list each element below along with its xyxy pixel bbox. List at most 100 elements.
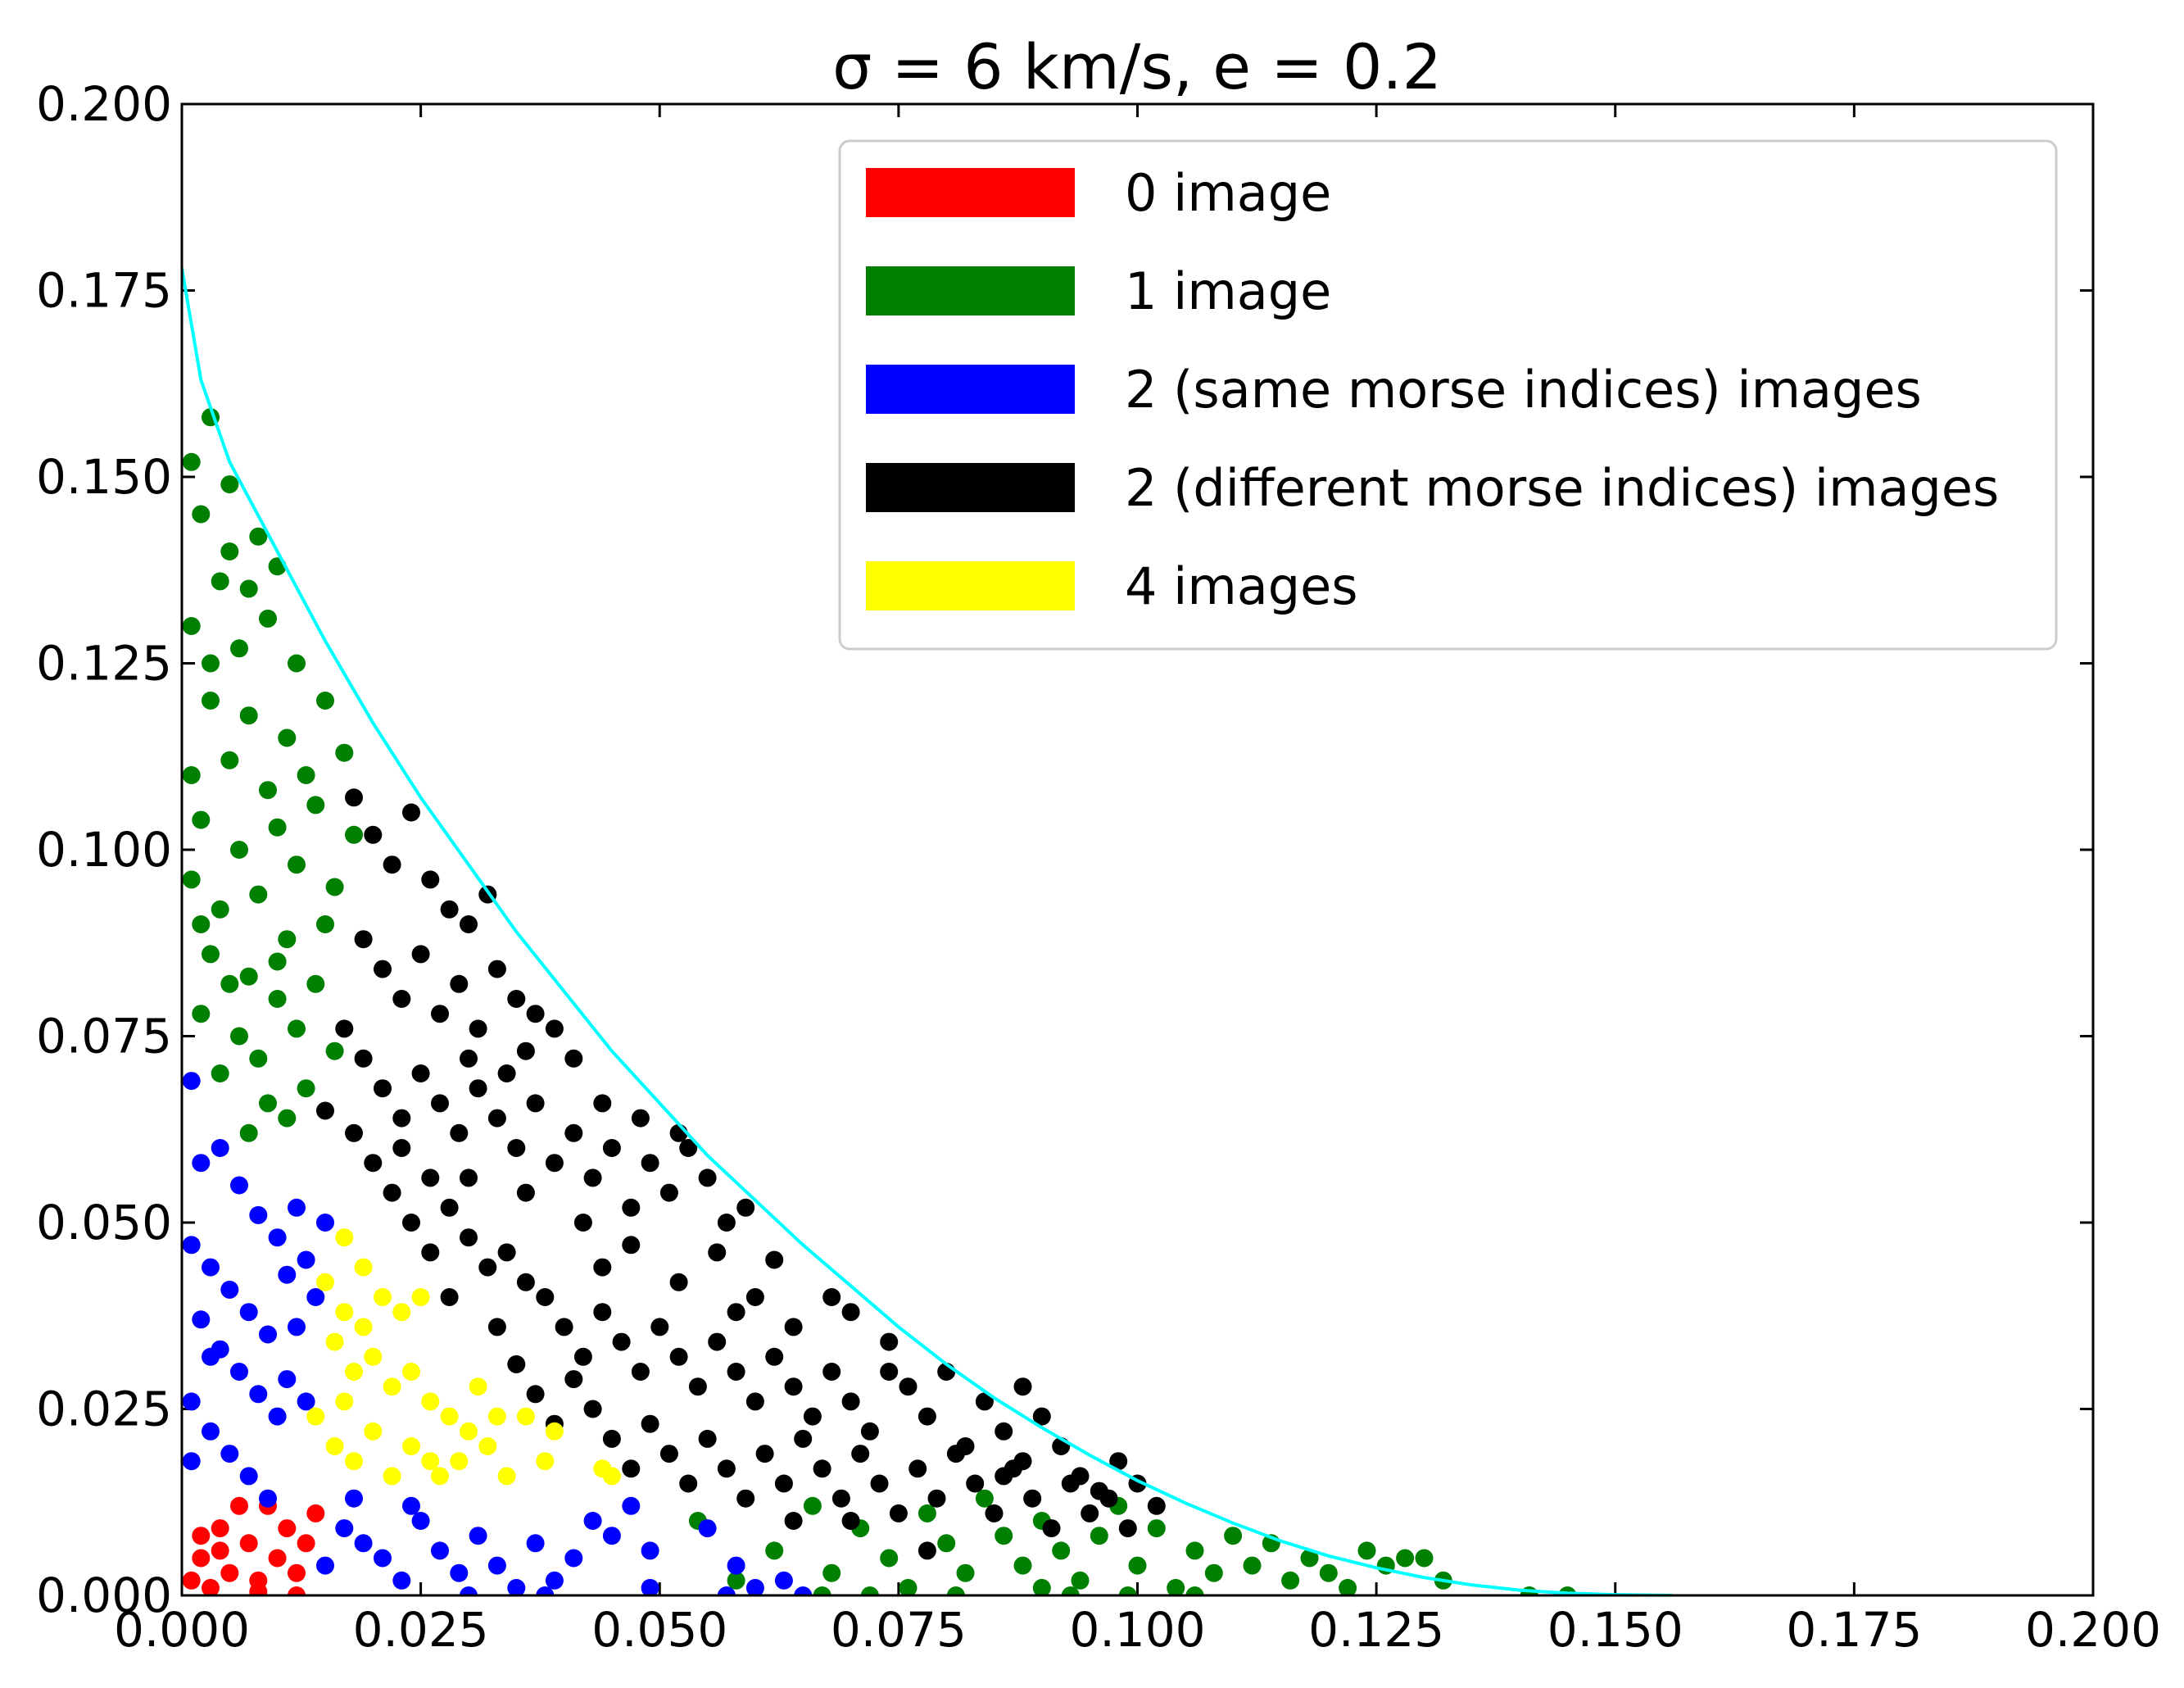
y-tick-label: 0.175 [36, 263, 172, 319]
data-point [1281, 1571, 1300, 1590]
data-point [297, 1392, 315, 1411]
data-point [354, 1534, 373, 1553]
data-point [573, 1214, 592, 1232]
data-point [259, 1094, 277, 1113]
data-point [803, 1496, 822, 1515]
data-point [1300, 1549, 1319, 1568]
data-point [460, 1228, 478, 1247]
legend: 0 image 1 image 2 (same morse indices) ima… [838, 139, 2058, 651]
data-point [450, 974, 469, 993]
data-point [450, 1563, 469, 1582]
data-point [918, 1541, 936, 1560]
data-point [1109, 1452, 1128, 1471]
data-point [374, 960, 392, 978]
data-point [239, 579, 258, 598]
data-point [727, 1556, 745, 1575]
data-point [1118, 1519, 1137, 1538]
data-point [288, 855, 306, 874]
data-point [1118, 1586, 1137, 1595]
data-point [1023, 1489, 1042, 1508]
data-point [364, 825, 383, 844]
data-point [230, 1027, 248, 1046]
data-point [1061, 1474, 1080, 1493]
x-tick-label: 0.150 [1547, 1602, 1683, 1658]
data-point [593, 1303, 612, 1322]
plot-frame [180, 102, 2095, 1597]
data-point [841, 1512, 860, 1530]
data-point [249, 1205, 268, 1224]
data-point [918, 1407, 936, 1426]
data-point [239, 967, 258, 986]
data-point [1224, 1527, 1243, 1545]
data-point [421, 1168, 440, 1187]
series-0 [182, 1496, 325, 1595]
data-point [526, 1005, 545, 1023]
data-point [555, 1318, 573, 1336]
data-point [813, 1459, 831, 1478]
data-point [278, 1370, 297, 1389]
data-point [669, 1347, 688, 1366]
data-point [421, 1392, 440, 1411]
data-point [708, 1332, 727, 1351]
x-tick-label: 0.075 [831, 1602, 967, 1658]
data-point [545, 1154, 564, 1173]
data-point [669, 1273, 688, 1291]
data-point [478, 1258, 497, 1277]
data-point [316, 1556, 334, 1575]
data-point [297, 1534, 315, 1553]
data-point [374, 1549, 392, 1568]
data-point [259, 1325, 277, 1344]
data-point [545, 1019, 564, 1038]
data-point [325, 1332, 344, 1351]
data-point [182, 870, 201, 889]
data-point [268, 818, 287, 837]
data-point [813, 1586, 831, 1595]
data-point [364, 1347, 383, 1366]
data-point [345, 825, 363, 844]
data-point [268, 1549, 287, 1568]
data-point [1415, 1549, 1434, 1568]
data-point [202, 1422, 220, 1441]
data-point [278, 1109, 297, 1128]
data-point [784, 1377, 803, 1396]
data-point [392, 990, 411, 1008]
data-point [745, 1288, 764, 1306]
data-point [460, 1422, 478, 1441]
data-point [220, 475, 239, 494]
data-point [745, 1578, 764, 1595]
data-point [249, 885, 268, 904]
data-point [192, 1310, 211, 1329]
data-point [288, 654, 306, 673]
data-point [564, 1123, 583, 1142]
data-point [794, 1586, 813, 1595]
data-point [784, 1318, 803, 1336]
data-point [220, 1445, 239, 1463]
data-point [335, 1303, 354, 1322]
x-tick-labels: 0.000 0.025 0.050 0.075 0.100 0.125 0.150 0.175… [114, 1602, 2161, 1658]
data-point [383, 1467, 401, 1486]
data-point [383, 855, 401, 874]
data-point [717, 1459, 736, 1478]
data-point [211, 572, 229, 591]
data-point [622, 1198, 641, 1217]
data-point [822, 1288, 841, 1306]
data-point [182, 617, 201, 635]
data-point [765, 1541, 784, 1560]
data-point [507, 990, 526, 1008]
data-point [230, 1176, 248, 1195]
data-point [354, 1258, 373, 1277]
data-point [268, 990, 287, 1008]
data-point [708, 1243, 727, 1262]
data-point [192, 1527, 211, 1545]
data-point [659, 1183, 678, 1202]
data-point [182, 1072, 201, 1091]
data-point [698, 1519, 717, 1538]
data-point [889, 1504, 908, 1522]
y-tick-label: 0.025 [36, 1382, 172, 1437]
data-point [1147, 1519, 1166, 1538]
data-point [182, 1392, 201, 1411]
data-point [431, 1094, 449, 1113]
data-point [421, 1243, 440, 1262]
data-point [899, 1377, 918, 1396]
